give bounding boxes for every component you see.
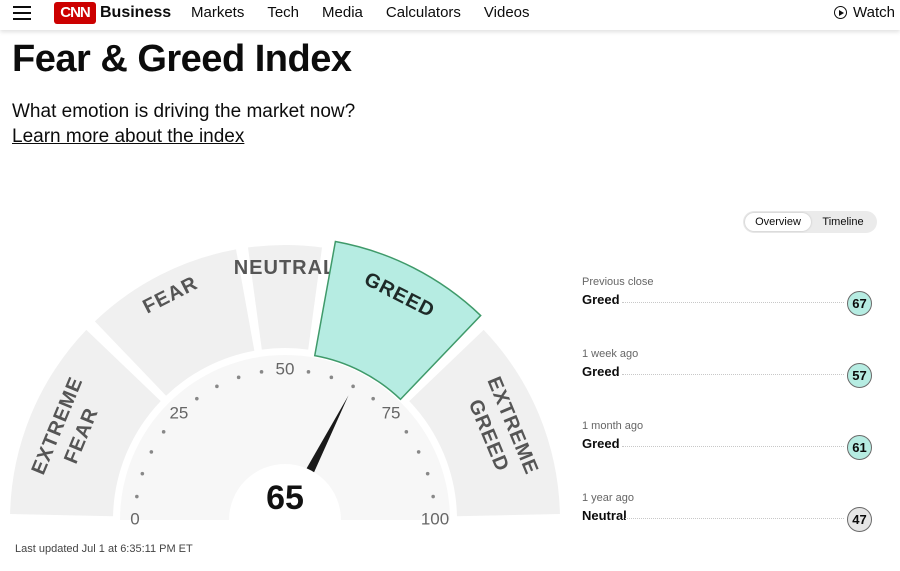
history-row-1-month: 1 month ago Greed 61 xyxy=(582,420,874,492)
main-nav: Markets Tech Media Calculators Videos xyxy=(191,4,553,21)
nav-videos[interactable]: Videos xyxy=(483,4,530,21)
history-row-1-week: 1 week ago Greed 57 xyxy=(582,348,874,420)
gauge-zone-extreme-greed xyxy=(409,329,560,517)
business-logo-text: Business xyxy=(100,4,172,21)
gauge-tick-dot xyxy=(149,450,154,454)
gauge-tick-label: 100 xyxy=(421,509,449,528)
gauge-tick-dot xyxy=(161,430,166,434)
watch-button[interactable]: Watch xyxy=(834,4,895,21)
nav-media[interactable]: Media xyxy=(322,4,363,21)
nav-tech[interactable]: Tech xyxy=(267,4,300,21)
cnn-business-logo[interactable]: CNN Business xyxy=(54,1,171,25)
gauge-center-hub xyxy=(229,464,341,520)
gauge-zone-greed xyxy=(313,240,482,401)
gauge-zone-fear xyxy=(94,249,255,396)
tab-timeline[interactable]: Timeline xyxy=(822,216,864,228)
gauge-tick-dot xyxy=(259,370,264,374)
gauge-tick-dot xyxy=(416,450,421,454)
gauge-tick-dot xyxy=(135,494,139,499)
nav-markets[interactable]: Markets xyxy=(191,4,245,21)
history-rating: Greed xyxy=(582,436,620,451)
history-period-label: 1 month ago xyxy=(582,420,644,432)
history-rating: Greed xyxy=(582,292,620,307)
page-title: Fear & Greed Index xyxy=(12,38,352,80)
gauge-tick-dot xyxy=(404,430,409,434)
gauge-tick-label: 50 xyxy=(276,359,295,378)
menu-icon[interactable] xyxy=(13,4,31,20)
tab-overview[interactable]: Overview xyxy=(745,213,811,231)
gauge-tick-dot xyxy=(431,494,435,499)
gauge-tick-dot xyxy=(351,384,355,389)
last-updated-text: Last updated Jul 1 at 6:35:11 PM ET xyxy=(15,543,193,555)
history-period-label: 1 week ago xyxy=(582,348,639,360)
gauge-tick-dot xyxy=(306,370,311,374)
history-row-1-year: 1 year ago Neutral 47 xyxy=(582,492,874,564)
history-value-badge: 67 xyxy=(847,291,872,316)
gauge-zone-label: NEUTRAL xyxy=(234,257,337,279)
gauge-tick-dot xyxy=(140,471,145,476)
gauge-tick-dot xyxy=(236,375,241,380)
watch-label: Watch xyxy=(853,4,895,21)
top-navigation-bar: CNN Business Markets Tech Media Calculat… xyxy=(0,0,900,30)
history-rating: Neutral xyxy=(582,508,627,523)
dotted-divider xyxy=(622,446,844,447)
history-row-previous-close: Previous close Greed 67 xyxy=(582,276,874,348)
gauge-tick-dot xyxy=(371,396,375,401)
play-icon xyxy=(834,6,848,19)
gauge-tick-label: 25 xyxy=(169,403,188,422)
gauge-zone-extreme-fear xyxy=(10,329,161,517)
gauge-tick-label: 0 xyxy=(130,509,139,528)
learn-more-link[interactable]: Learn more about the index xyxy=(12,126,245,147)
view-toggle: Overview Timeline xyxy=(743,211,877,233)
cnn-logo-mark: CNN xyxy=(54,2,96,24)
gauge-tick-dot xyxy=(425,471,430,476)
page-subtitle: What emotion is driving the market now? xyxy=(12,101,356,122)
gauge-zone-neutral xyxy=(247,245,323,350)
nav-calculators[interactable]: Calculators xyxy=(385,4,461,21)
history-period-label: 1 year ago xyxy=(582,492,634,504)
dotted-divider xyxy=(622,374,844,375)
gauge-tick-dot xyxy=(195,396,199,401)
gauge-needle xyxy=(298,395,349,487)
history-list: Previous close Greed 67 1 week ago Greed… xyxy=(582,276,874,564)
history-value-badge: 57 xyxy=(847,363,872,388)
gauge-inner-face xyxy=(120,355,450,520)
gauge-tick-dot xyxy=(215,384,219,389)
dotted-divider xyxy=(622,518,844,519)
gauge-value: 65 xyxy=(266,479,304,517)
history-rating: Greed xyxy=(582,364,620,379)
history-value-badge: 61 xyxy=(847,435,872,460)
history-period-label: Previous close xyxy=(582,276,654,288)
fear-greed-gauge: EXTREMEFEARFEARNEUTRALGREEDEXTREMEGREED0… xyxy=(10,240,560,528)
history-value-badge: 47 xyxy=(847,507,872,532)
gauge-tick-dot xyxy=(329,375,334,380)
gauge-tick-label: 75 xyxy=(382,403,401,422)
dotted-divider xyxy=(622,302,844,303)
